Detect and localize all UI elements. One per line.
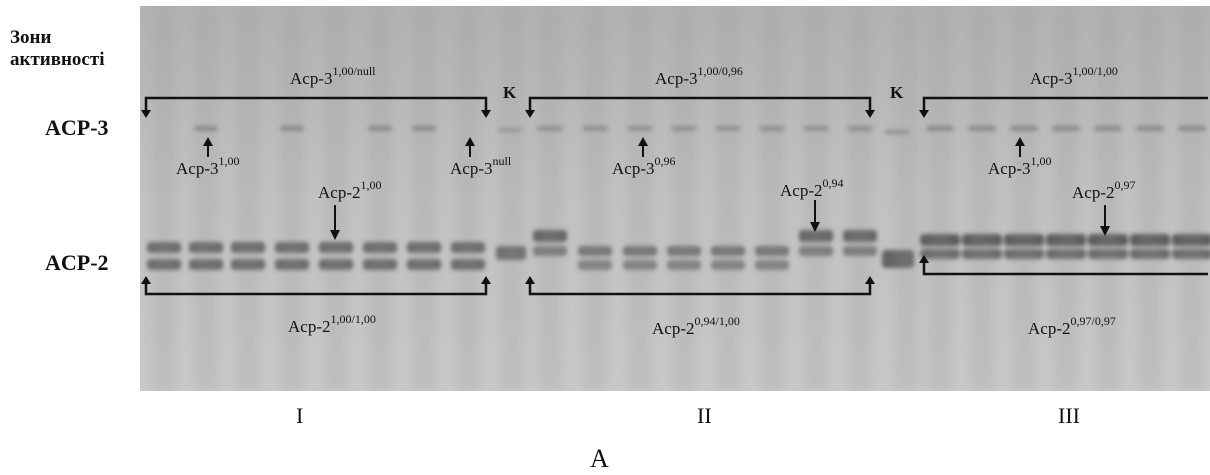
panel-label: A: [590, 444, 609, 473]
bracket-bottom-group-1: [144, 281, 488, 296]
group-1-top-genotype: Acp-31,00/null: [290, 64, 376, 88]
bracket-top-group-2: [528, 96, 872, 113]
arrow-label-acp3-096: Acp-30,96: [612, 154, 676, 178]
group-label-2: II: [697, 403, 712, 428]
arrow-label-acp3-null: Acp-3null: [450, 154, 512, 178]
control-label-2: K: [890, 83, 904, 102]
zones-label-line2: активності: [10, 49, 105, 70]
arrow-label-acp3-100-a: Acp-31,00: [176, 154, 240, 178]
acp2-zone-label: ACP-2: [45, 250, 109, 275]
zones-label: Зони активності: [10, 27, 104, 71]
bracket-top-group-3: [922, 96, 1208, 113]
control-label-1: K: [503, 83, 517, 102]
group-3-bottom-genotype: Acp-20,97/0,97: [1028, 314, 1116, 338]
bracket-top-group-1: [144, 96, 488, 113]
group-2-bottom-genotype: Acp-20,94/1,00: [652, 314, 740, 338]
bracket-bottom-group-3: [922, 260, 1208, 276]
group-3-top-genotype: Acp-31,00/1,00: [1030, 64, 1118, 88]
zones-label-line1: Зони: [10, 27, 52, 48]
arrow-label-acp3-100-b: Acp-31,00: [988, 154, 1052, 178]
group-label-3: III: [1058, 403, 1080, 428]
group-1-bottom-genotype: Acp-21,00/1,00: [288, 312, 376, 336]
bracket-bottom-group-2: [528, 281, 872, 296]
acp3-zone-label: ACP-3: [45, 115, 109, 140]
arrow-label-acp2-097: Acp-20,97: [1072, 178, 1136, 202]
arrow-label-acp2-094: Acp-20,94: [780, 176, 844, 200]
group-label-1: I: [296, 403, 304, 428]
arrow-label-acp2-100: Acp-21,00: [318, 178, 382, 202]
group-2-top-genotype: Acp-31,00/0,96: [655, 64, 743, 88]
